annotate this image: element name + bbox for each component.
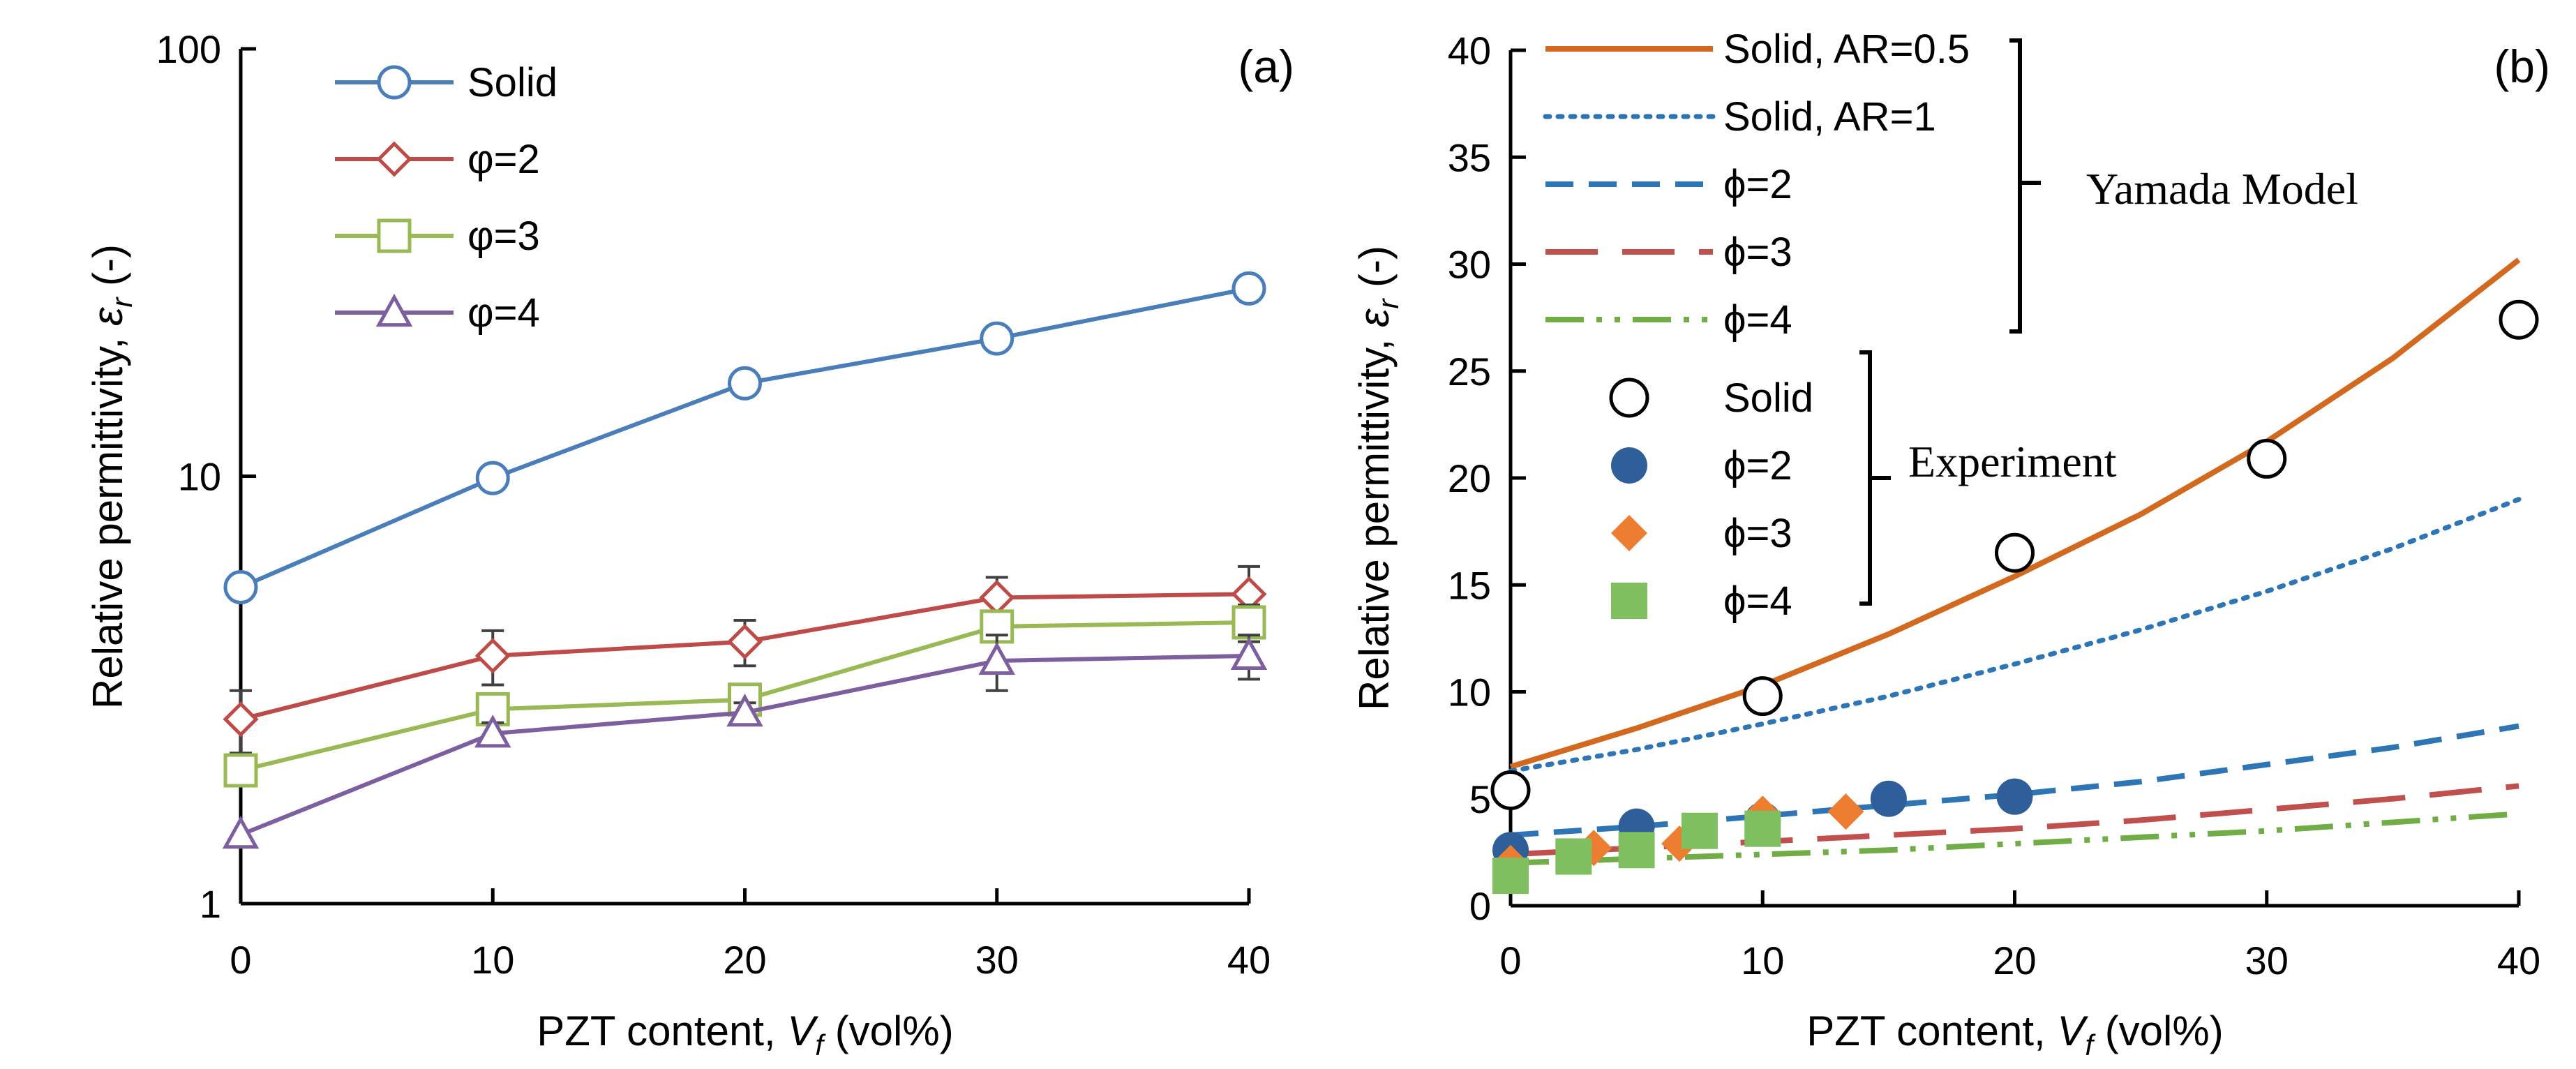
x-tick-label: 30 <box>975 938 1019 982</box>
x-tick-label: 30 <box>2245 939 2289 982</box>
legend-label: Solid <box>1723 375 1813 421</box>
experiment-point <box>1995 532 2035 573</box>
experiment-point <box>1618 832 1655 869</box>
x-tick-label: 20 <box>1993 939 2036 982</box>
experiment-point <box>2247 438 2287 479</box>
x-tick-label: 0 <box>1499 939 1521 982</box>
data-point <box>1230 636 1268 670</box>
y-tick-label: 5 <box>1469 777 1491 821</box>
experiment-point <box>2499 299 2539 340</box>
y-tick-label: 0 <box>1469 884 1491 928</box>
legend-marker <box>376 141 412 177</box>
panel-a-data <box>222 271 1268 849</box>
panel-b-y-label: Relative permittivity, εr (-) <box>1351 246 1405 710</box>
legend-label: φ=3 <box>467 214 540 259</box>
legend-label: ϕ=2 <box>1723 443 1792 488</box>
model-group-label: Yamada Model <box>2086 164 2358 214</box>
model-series-1-curve <box>1508 497 2522 774</box>
data-point <box>223 701 259 738</box>
panel-a-y-label: Relative permittivity, εr (-) <box>84 244 138 709</box>
panel-b-legend: Solid, AR=0.5 Solid, AR=1 ϕ=2 ϕ=3 ϕ=4 Solid ϕ=… <box>1543 27 2358 624</box>
legend-label: ϕ=3 <box>1723 230 1792 275</box>
data-point <box>474 715 511 748</box>
experiment-bracket <box>1859 350 1891 606</box>
experiment-point <box>1742 676 1783 717</box>
legend-marker <box>375 293 413 327</box>
data-point <box>1231 605 1266 640</box>
data-point <box>978 641 1015 675</box>
model-series-0-curve <box>1509 257 2521 770</box>
data-point <box>223 753 258 788</box>
panel-b-ticks: 0 5 10 15 20 25 30 35 40 0 10 20 30 40 <box>1448 29 2540 982</box>
model-bracket <box>2009 38 2041 334</box>
y-tick-label: 35 <box>1448 135 1491 179</box>
data-point <box>223 570 258 605</box>
data-point <box>1231 271 1266 306</box>
data-point <box>475 461 510 495</box>
model-series-2-curve <box>1510 723 2519 838</box>
y-tick-label: 100 <box>156 27 221 71</box>
y-tick-label: 30 <box>1448 243 1491 287</box>
model-series-4-curve <box>1510 811 2519 866</box>
legend-marker <box>1609 377 1649 418</box>
y-tick-label: 1 <box>200 882 221 926</box>
experiment-point <box>1996 778 2033 815</box>
experiment-point <box>1681 812 1718 849</box>
legend-label: Solid, AR=0.5 <box>1723 27 1970 72</box>
data-point <box>726 624 763 660</box>
legend-label: φ=2 <box>467 137 540 182</box>
legend-label: ϕ=4 <box>1723 578 1792 624</box>
y-tick-label: 10 <box>178 455 221 499</box>
panel-a-ticks: 1 10 100 0 10 20 30 40 <box>156 27 1271 982</box>
legend-label: Solid, AR=1 <box>1723 94 1936 140</box>
y-tick-label: 10 <box>1448 671 1491 715</box>
y-tick-label: 40 <box>1448 29 1491 73</box>
y-tick-label: 25 <box>1448 350 1491 394</box>
experiment-point <box>1555 838 1592 875</box>
experiment-group-label: Experiment <box>1908 437 2117 486</box>
panel-b-label: (b) <box>2494 40 2550 92</box>
panel-a-x-label: PZT content, Vf (vol%) <box>537 1008 953 1061</box>
series-0-line <box>239 286 1250 590</box>
y-tick-label: 20 <box>1448 456 1491 500</box>
legend-label: ϕ=2 <box>1723 162 1792 207</box>
experiment-point <box>1744 810 1781 847</box>
x-tick-label: 10 <box>471 938 514 982</box>
legend-marker <box>1611 515 1647 551</box>
x-tick-label: 0 <box>230 938 251 982</box>
x-tick-label: 40 <box>1227 938 1271 982</box>
experiment-point <box>1490 770 1531 810</box>
data-point <box>979 579 1015 615</box>
data-point <box>980 321 1014 356</box>
panel-a: 1 10 100 0 10 20 30 40 Solid φ=2 φ=3 φ=4 (a) PZT c… <box>84 27 1294 1061</box>
y-tick-label: 15 <box>1448 563 1491 607</box>
x-tick-label: 40 <box>2497 939 2540 982</box>
experiment-point <box>1827 793 1864 830</box>
panel-b-x-label: PZT content, Vf (vol%) <box>1806 1008 2223 1061</box>
legend-marker <box>377 218 412 253</box>
data-point <box>474 638 511 674</box>
legend-marker <box>1611 583 1647 619</box>
data-point <box>222 816 260 849</box>
panel-a-label: (a) <box>1238 40 1294 92</box>
data-point <box>726 693 763 727</box>
legend-label: ϕ=3 <box>1723 511 1792 556</box>
legend-marker <box>377 65 412 100</box>
legend-label: ϕ=4 <box>1723 297 1792 343</box>
x-tick-label: 10 <box>1741 939 1784 982</box>
legend-label: Solid <box>467 60 557 105</box>
legend-marker <box>1611 447 1647 484</box>
experiment-point <box>1492 858 1529 895</box>
panel-b-experiment-points <box>1490 299 2539 895</box>
data-point <box>728 366 762 401</box>
x-tick-label: 20 <box>723 938 766 982</box>
experiment-point <box>1870 780 1907 817</box>
legend-label: φ=4 <box>467 290 540 336</box>
panel-a-legend: Solid φ=2 φ=3 φ=4 <box>335 60 557 336</box>
